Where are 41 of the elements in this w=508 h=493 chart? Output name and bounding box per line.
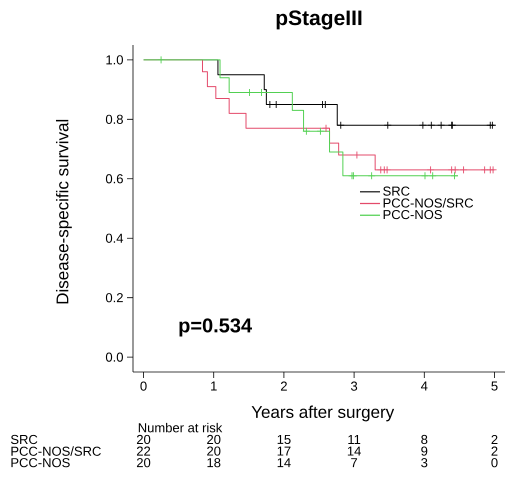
y-tick-label: 0.4 xyxy=(106,234,124,243)
legend-label: PCC-NOS xyxy=(384,210,442,220)
y-tick-label: 0.0 xyxy=(106,352,123,362)
y-axis-title: Disease-specific survival xyxy=(56,120,72,304)
y-tick-label: 1.0 xyxy=(106,55,123,64)
annotation: p=0.534 xyxy=(179,318,252,336)
text: 20 xyxy=(136,434,150,444)
text: 0 xyxy=(491,458,498,468)
text: 8 xyxy=(421,434,428,444)
legend-label: PCC-NOS/SRC xyxy=(384,198,474,208)
text: 2 xyxy=(492,434,498,444)
text: 7 xyxy=(351,458,358,468)
x-tick-label: 4 xyxy=(420,382,428,390)
text: 20 xyxy=(136,458,150,468)
text: 2 xyxy=(492,446,498,456)
text: 22 xyxy=(136,446,150,456)
text: 14 xyxy=(348,446,361,456)
y-tick-label: 0.2 xyxy=(106,293,123,302)
x-tick-label: 2 xyxy=(280,382,287,391)
text: 11 xyxy=(348,435,360,444)
y-tick-label: 0.8 xyxy=(106,114,123,124)
x-tick-label: 0 xyxy=(140,382,147,391)
x-tick-label: 5 xyxy=(491,382,498,391)
legend-label: SRC xyxy=(383,186,410,196)
text: 3 xyxy=(421,458,428,468)
text: SRC xyxy=(10,434,38,444)
x-tick-label: 1 xyxy=(211,382,217,390)
text: 14 xyxy=(278,458,291,468)
text: 20 xyxy=(207,446,220,456)
x-axis-title: Years after surgery xyxy=(252,406,394,422)
text: 9 xyxy=(421,446,428,456)
text: 17 xyxy=(278,446,290,456)
x-tick-label: 3 xyxy=(350,382,358,391)
chart-title: pStageIII xyxy=(276,10,362,30)
text: PCC-NOS xyxy=(11,458,70,468)
text: 15 xyxy=(278,434,291,444)
text: PCC-NOS/SRC xyxy=(11,446,101,456)
text: Number at risk xyxy=(138,422,222,432)
y-tick-label: 0.6 xyxy=(106,174,123,184)
text: 20 xyxy=(207,434,220,444)
text: 18 xyxy=(207,458,220,468)
